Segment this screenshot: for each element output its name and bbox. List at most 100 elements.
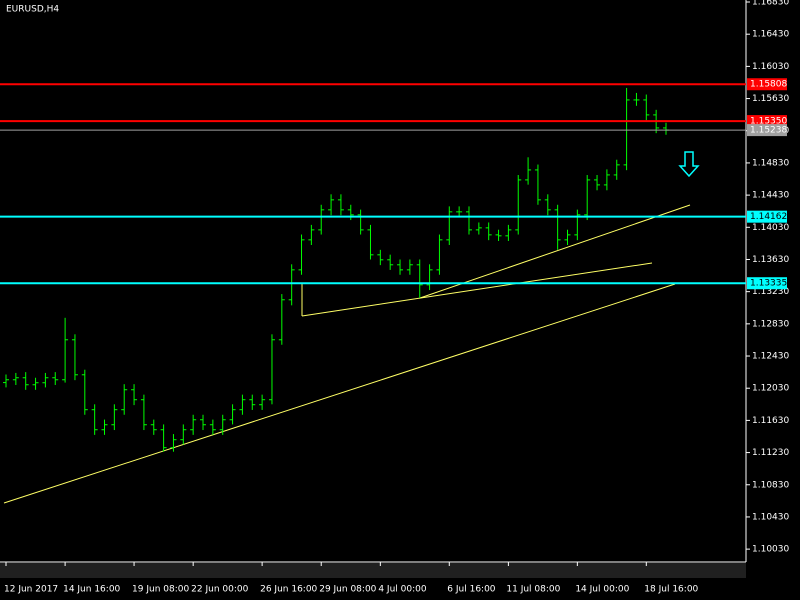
price-level-box	[747, 277, 787, 290]
x-tick-label: 4 Jul 00:00	[378, 585, 427, 595]
y-tick-label: 1.13230	[752, 287, 789, 297]
ohlc-bar	[475, 222, 482, 235]
ohlc-bar	[564, 229, 571, 245]
chart-title: EURUSD,H4	[6, 5, 59, 15]
ohlc-bar	[544, 194, 551, 216]
y-tick-label: 1.12030	[752, 384, 789, 394]
x-tick-label: 29 Jun 08:00	[319, 585, 376, 595]
ohlc-bar	[91, 404, 98, 435]
ohlc-bar	[446, 206, 453, 245]
ohlc-bar	[436, 234, 443, 275]
x-tick-label: 14 Jul 00:00	[575, 585, 629, 595]
ohlc-bar	[495, 229, 502, 241]
y-tick-label: 1.10430	[752, 512, 789, 522]
ohlc-bar	[584, 174, 591, 221]
x-tick-label: 11 Jul 08:00	[506, 585, 560, 595]
ohlc-bar	[259, 394, 266, 410]
ohlc-bar	[367, 224, 374, 260]
ohlc-bar	[12, 372, 19, 385]
ohlc-bar	[357, 209, 364, 235]
ohlc-bar	[140, 394, 147, 431]
ohlc-bar	[190, 414, 197, 435]
ohlc-bar	[52, 372, 59, 385]
ohlc-bar	[534, 164, 541, 205]
x-tick-label: 12 Jun 2017	[4, 585, 58, 595]
ohlc-bar	[219, 414, 226, 435]
trendline	[301, 262, 653, 317]
ohlc-bar	[32, 377, 39, 390]
ohlc-bar	[209, 419, 216, 435]
ohlc-bar	[603, 169, 610, 191]
ohlc-bar	[131, 384, 138, 406]
ohlc-bar	[22, 372, 29, 390]
y-tick-label: 1.11230	[752, 448, 789, 458]
ohlc-bar	[505, 224, 512, 241]
ohlc-bar	[337, 194, 344, 216]
ohlc-bar	[3, 374, 9, 388]
ohlc-bar	[377, 249, 384, 266]
ohlc-bar	[426, 264, 433, 291]
price-level-label: 1.14162	[750, 212, 787, 222]
ohlc-bar	[81, 369, 88, 415]
price-level-label: 1.15808	[750, 80, 787, 90]
ohlc-bar	[180, 424, 187, 445]
trendline	[3, 283, 676, 504]
ohlc-bar	[249, 394, 256, 410]
price-level-box	[747, 124, 787, 137]
ohlc-bar	[71, 334, 78, 381]
ohlc-bar	[229, 404, 236, 425]
y-tick-label: 1.16830	[752, 0, 789, 8]
y-tick-label: 1.16430	[752, 30, 789, 40]
ohlc-bar	[62, 317, 69, 383]
ohlc-bar	[633, 92, 640, 106]
ohlc-bar	[101, 419, 108, 435]
ohlc-bar	[554, 204, 561, 250]
timeline-strip	[0, 563, 746, 578]
y-tick-label: 1.14430	[752, 191, 789, 201]
price-level-label: 1.13335	[750, 279, 787, 289]
ohlc-bar	[456, 206, 463, 217]
ohlc-bar	[397, 259, 404, 275]
ohlc-bar	[525, 157, 532, 185]
price-level-label: 1.15350	[750, 117, 787, 127]
ohlc-bar	[239, 394, 246, 415]
ohlc-bar	[298, 234, 305, 275]
y-tick-label: 1.11630	[752, 416, 789, 426]
y-tick-label: 1.16030	[752, 62, 789, 72]
ohlc-bar	[318, 204, 325, 235]
y-tick-label: 1.12830	[752, 319, 789, 329]
ohlc-bar	[200, 414, 207, 431]
ohlc-bar	[387, 254, 394, 270]
ohlc-bar	[308, 224, 315, 245]
x-tick-label: 22 Jun 00:00	[191, 585, 248, 595]
y-tick-label: 1.14030	[752, 223, 789, 233]
y-tick-label: 1.14830	[752, 158, 789, 168]
ohlc-bar	[594, 174, 601, 191]
sell-arrow	[678, 151, 700, 178]
price-level-box	[747, 115, 787, 128]
price-level-box	[747, 78, 787, 91]
ohlc-bar	[268, 334, 275, 405]
y-tick-label: 1.10830	[752, 480, 789, 490]
y-tick-label: 1.12430	[752, 352, 789, 362]
y-tick-label: 1.10030	[752, 545, 789, 555]
y-tick-label: 1.15630	[752, 94, 789, 104]
y-tick-label: 1.13630	[752, 255, 789, 265]
x-tick-label: 14 Jun 16:00	[63, 585, 120, 595]
ohlc-bar	[111, 404, 118, 431]
ohlc-bar	[278, 294, 285, 345]
x-tick-label: 26 Jun 16:00	[260, 585, 317, 595]
ohlc-bar	[288, 264, 295, 306]
ohlc-bar	[623, 87, 630, 171]
ohlc-bar	[170, 434, 177, 452]
ohlc-bar	[465, 206, 472, 235]
ohlc-bar	[613, 159, 620, 180]
x-tick-label: 18 Jul 16:00	[644, 585, 698, 595]
x-tick-label: 6 Jul 16:00	[447, 585, 496, 595]
x-tick-label: 19 Jun 08:00	[132, 585, 189, 595]
ohlc-bar	[485, 222, 492, 241]
price-level-label: 1.15238	[750, 126, 787, 136]
ohlc-bar	[121, 384, 128, 415]
ohlc-bar	[42, 372, 49, 388]
